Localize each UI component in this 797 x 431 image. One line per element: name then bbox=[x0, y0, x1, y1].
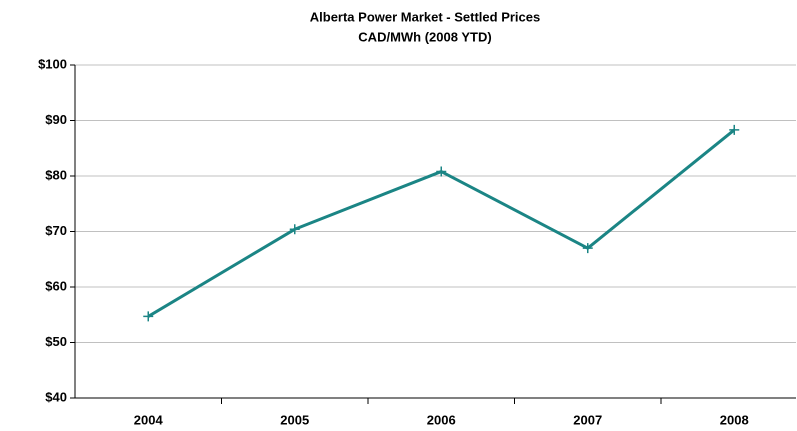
y-tick-label: $40 bbox=[45, 389, 67, 404]
y-tick-label: $80 bbox=[45, 167, 67, 182]
point-marker bbox=[582, 243, 593, 254]
x-tick-label: 2008 bbox=[720, 412, 749, 427]
point-marker bbox=[729, 124, 740, 135]
y-tick-label: $100 bbox=[38, 56, 67, 71]
point-marker bbox=[436, 166, 447, 177]
chart-title: Alberta Power Market - Settled Prices bbox=[310, 9, 540, 24]
x-tick-label: 2004 bbox=[134, 412, 164, 427]
y-tick-label: $70 bbox=[45, 223, 67, 238]
point-marker bbox=[143, 311, 154, 322]
y-tick-label: $90 bbox=[45, 112, 67, 127]
y-tick-label: $60 bbox=[45, 278, 67, 293]
chart-subtitle: CAD/MWh (2008 YTD) bbox=[358, 29, 491, 44]
x-tick-label: 2007 bbox=[573, 412, 602, 427]
line-series bbox=[147, 128, 736, 318]
y-tick-label: $50 bbox=[45, 334, 67, 349]
x-tick-label: 2006 bbox=[427, 412, 456, 427]
point-marker bbox=[289, 224, 300, 235]
x-tick-label: 2005 bbox=[280, 412, 309, 427]
